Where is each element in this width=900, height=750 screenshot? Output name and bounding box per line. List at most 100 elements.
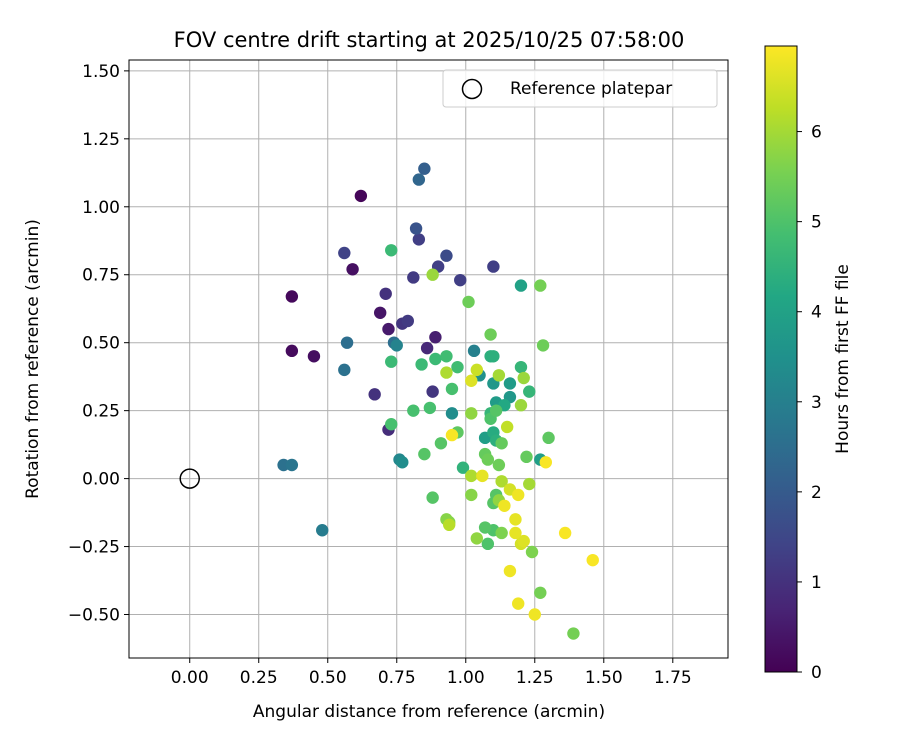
scatter-points: [277, 162, 599, 640]
data-point: [440, 350, 453, 363]
data-point: [534, 279, 547, 292]
data-point: [514, 279, 528, 292]
colorbar-ticks: 0 1 2 3 4 5 6: [797, 123, 822, 683]
data-point: [470, 532, 484, 545]
data-point: [512, 597, 525, 610]
data-point: [445, 407, 459, 420]
data-point: [478, 521, 492, 534]
data-point: [514, 399, 528, 412]
data-point: [512, 488, 525, 502]
data-point: [379, 287, 392, 300]
y-axis-label: Rotation from reference (arcmin): [23, 219, 43, 499]
data-point: [558, 526, 572, 540]
data-point: [539, 456, 553, 469]
colorbar-tick-label: 5: [811, 213, 822, 233]
data-point: [465, 469, 478, 483]
x-tick-label: 0.25: [240, 668, 278, 688]
x-axis-ticks: 0.00 0.25 0.50 0.75 1.00 1.25 1.50 1.75: [171, 658, 692, 688]
y-tick-label: 1.00: [82, 198, 120, 218]
data-point: [429, 331, 442, 344]
data-point: [434, 437, 448, 450]
data-point: [429, 352, 442, 366]
data-point: [495, 526, 508, 540]
data-point: [528, 608, 541, 621]
plot-frame: [128, 59, 729, 659]
data-point: [407, 404, 420, 417]
x-axis-label: Angular distance from reference (arcmin): [253, 702, 605, 722]
data-point: [426, 268, 439, 281]
data-point: [285, 458, 299, 472]
data-point: [495, 437, 508, 450]
data-point: [373, 306, 387, 319]
colorbar-tick-label: 3: [811, 393, 822, 413]
chart-title: FOV centre drift starting at 2025/10/25 …: [174, 28, 685, 52]
data-point: [465, 488, 478, 502]
y-tick-label: 0.75: [82, 266, 120, 286]
data-point: [454, 273, 467, 287]
data-point: [523, 477, 536, 491]
data-point: [517, 371, 530, 385]
data-point: [338, 246, 351, 260]
data-point: [412, 173, 426, 186]
data-point: [470, 363, 484, 377]
data-point: [307, 350, 321, 363]
y-tick-label: 1.50: [82, 62, 120, 82]
x-tick-label: 0.50: [309, 668, 347, 688]
colorbar-label: Hours from first FF file: [833, 264, 853, 454]
data-point: [492, 458, 506, 472]
x-tick-label: 1.00: [447, 668, 485, 688]
data-point: [440, 366, 453, 379]
x-tick-label: 1.25: [516, 668, 554, 688]
y-tick-label: 0.25: [82, 402, 120, 422]
data-point: [498, 499, 511, 512]
data-point: [523, 385, 536, 398]
colorbar-tick-label: 6: [811, 123, 822, 143]
data-point: [420, 341, 434, 355]
colorbar: [765, 46, 797, 672]
x-tick-label: 1.75: [654, 668, 692, 688]
data-point: [423, 401, 437, 415]
data-point: [456, 461, 470, 474]
data-point: [396, 456, 409, 469]
data-point: [492, 369, 506, 382]
data-point: [385, 355, 398, 368]
data-point: [525, 545, 539, 559]
data-point: [415, 358, 428, 371]
data-point: [534, 586, 547, 599]
data-point: [500, 420, 514, 434]
data-point: [440, 249, 453, 262]
data-point: [481, 537, 495, 551]
data-point: [487, 350, 500, 363]
data-point: [382, 322, 395, 336]
colorbar-tick-label: 4: [811, 303, 822, 323]
colorbar-tick-label: 1: [811, 573, 822, 593]
data-point: [514, 360, 528, 374]
x-tick-label: 0.00: [171, 668, 209, 688]
data-point: [489, 404, 503, 417]
data-point: [409, 222, 423, 235]
data-point: [586, 553, 599, 567]
data-point: [484, 328, 497, 341]
legend-reference-marker: [461, 78, 483, 100]
data-point: [503, 377, 517, 390]
data-point: [520, 450, 533, 464]
y-tick-label: −0.50: [68, 606, 120, 626]
data-point: [465, 374, 478, 387]
y-tick-label: −0.25: [68, 538, 120, 558]
data-point: [354, 189, 368, 203]
data-point: [412, 233, 426, 246]
data-point: [401, 314, 414, 328]
y-axis-ticks: −0.50 −0.25 0.00 0.25 0.50 0.75 1.00 1.25 1.50: [68, 62, 129, 626]
data-point: [503, 564, 517, 578]
y-tick-label: 1.25: [82, 130, 120, 150]
reference-platepar-marker: [179, 468, 200, 489]
data-point: [390, 339, 403, 352]
data-point: [476, 469, 489, 483]
data-point: [368, 388, 381, 401]
reference-marker-group: [179, 468, 200, 489]
data-point: [445, 382, 459, 396]
data-point: [567, 627, 580, 640]
data-point: [426, 491, 439, 504]
data-point: [445, 428, 459, 442]
